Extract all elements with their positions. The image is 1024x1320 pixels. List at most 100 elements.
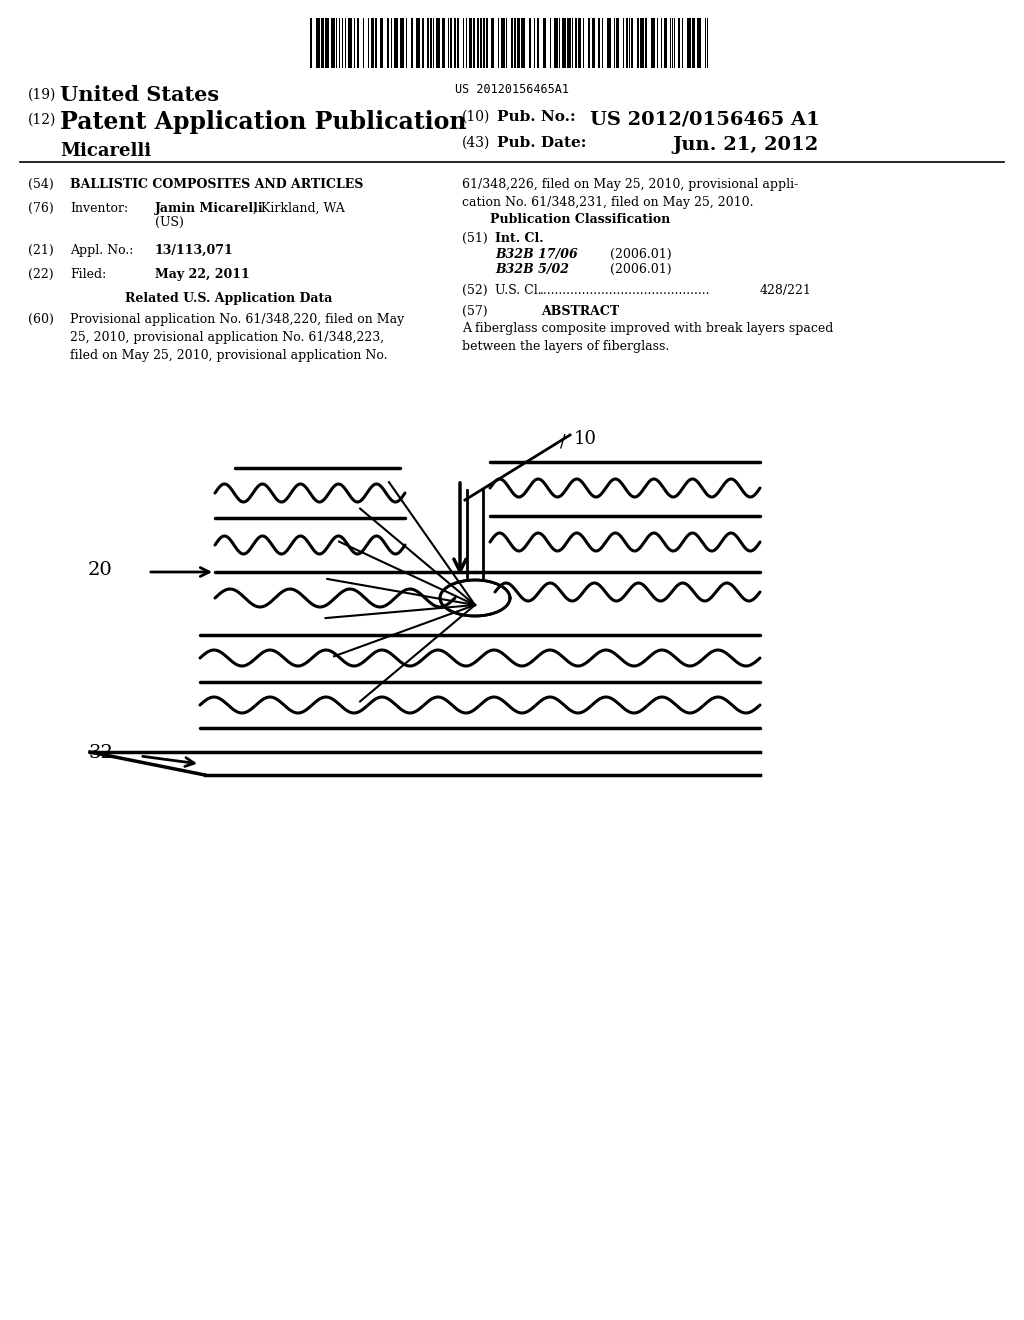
- Bar: [450, 18, 452, 69]
- Bar: [394, 18, 398, 69]
- Bar: [411, 18, 413, 69]
- Bar: [371, 18, 374, 69]
- Bar: [578, 18, 581, 69]
- Bar: [442, 18, 445, 69]
- Bar: [490, 18, 494, 69]
- Text: (21): (21): [28, 244, 53, 257]
- Text: 13/113,071: 13/113,071: [155, 244, 233, 257]
- Bar: [517, 18, 520, 69]
- Text: Jun. 21, 2012: Jun. 21, 2012: [672, 136, 818, 154]
- Text: 32: 32: [88, 744, 113, 762]
- Bar: [554, 18, 558, 69]
- Bar: [537, 18, 539, 69]
- Bar: [588, 18, 590, 69]
- Bar: [521, 18, 525, 69]
- Text: Micarelli: Micarelli: [60, 143, 152, 160]
- Text: (10): (10): [462, 110, 490, 124]
- Bar: [631, 18, 633, 69]
- Bar: [325, 18, 329, 69]
- Text: Appl. No.:: Appl. No.:: [70, 244, 133, 257]
- Bar: [316, 18, 319, 69]
- Bar: [427, 18, 429, 69]
- Text: (2006.01): (2006.01): [610, 263, 672, 276]
- Text: /: /: [560, 432, 565, 450]
- Text: Int. Cl.: Int. Cl.: [495, 232, 544, 246]
- Bar: [480, 18, 482, 69]
- Bar: [640, 18, 644, 69]
- Text: (US): (US): [155, 216, 184, 228]
- Text: US 2012/0156465 A1: US 2012/0156465 A1: [590, 110, 820, 128]
- Text: 61/348,226, filed on May 25, 2010, provisional appli-
cation No. 61/348,231, fil: 61/348,226, filed on May 25, 2010, provi…: [462, 178, 799, 209]
- Bar: [457, 18, 459, 69]
- Bar: [416, 18, 420, 69]
- Bar: [436, 18, 440, 69]
- Text: (54): (54): [28, 178, 53, 191]
- Bar: [562, 18, 566, 69]
- Bar: [697, 18, 701, 69]
- Text: (2006.01): (2006.01): [610, 248, 672, 261]
- Bar: [477, 18, 479, 69]
- Text: Filed:: Filed:: [70, 268, 106, 281]
- Text: (12): (12): [28, 114, 56, 127]
- Text: Publication Classification: Publication Classification: [489, 213, 670, 226]
- Bar: [543, 18, 546, 69]
- Bar: [331, 18, 335, 69]
- Bar: [483, 18, 485, 69]
- Bar: [678, 18, 680, 69]
- Text: B32B 5/02: B32B 5/02: [495, 263, 569, 276]
- Bar: [687, 18, 691, 69]
- Bar: [637, 18, 639, 69]
- Text: Provisional application No. 61/348,220, filed on May
25, 2010, provisional appli: Provisional application No. 61/348,220, …: [70, 313, 404, 362]
- Text: May 22, 2011: May 22, 2011: [155, 268, 250, 281]
- Text: BALLISTIC COMPOSITES AND ARTICLES: BALLISTIC COMPOSITES AND ARTICLES: [70, 178, 364, 191]
- Text: ............................................: ........................................…: [540, 284, 711, 297]
- Text: United States: United States: [60, 84, 219, 106]
- Text: Jamin Micarelli: Jamin Micarelli: [155, 202, 263, 215]
- Text: ABSTRACT: ABSTRACT: [541, 305, 620, 318]
- Bar: [607, 18, 611, 69]
- Bar: [454, 18, 456, 69]
- Bar: [626, 18, 628, 69]
- Bar: [310, 18, 312, 69]
- Bar: [473, 18, 475, 69]
- Text: 428/221: 428/221: [760, 284, 812, 297]
- Bar: [422, 18, 424, 69]
- Text: Related U.S. Application Data: Related U.S. Application Data: [125, 292, 333, 305]
- Bar: [380, 18, 383, 69]
- Text: B32B 17/06: B32B 17/06: [495, 248, 578, 261]
- Bar: [357, 18, 359, 69]
- Bar: [651, 18, 655, 69]
- Bar: [486, 18, 488, 69]
- Bar: [321, 18, 324, 69]
- Bar: [645, 18, 647, 69]
- Text: 20: 20: [88, 561, 113, 579]
- Text: Pub. Date:: Pub. Date:: [497, 136, 587, 150]
- Bar: [592, 18, 595, 69]
- Bar: [430, 18, 432, 69]
- Text: (43): (43): [462, 136, 490, 150]
- Bar: [375, 18, 377, 69]
- Text: (60): (60): [28, 313, 54, 326]
- Bar: [692, 18, 695, 69]
- Text: (51): (51): [462, 232, 487, 246]
- Text: (19): (19): [28, 88, 56, 102]
- Bar: [664, 18, 667, 69]
- Bar: [511, 18, 513, 69]
- Bar: [387, 18, 389, 69]
- Bar: [575, 18, 577, 69]
- Bar: [469, 18, 472, 69]
- Bar: [529, 18, 531, 69]
- Text: (57): (57): [462, 305, 487, 318]
- Text: Pub. No.:: Pub. No.:: [497, 110, 575, 124]
- Text: U.S. Cl.: U.S. Cl.: [495, 284, 546, 297]
- Text: (22): (22): [28, 268, 53, 281]
- Text: , Kirkland, WA: , Kirkland, WA: [253, 202, 345, 215]
- Text: (76): (76): [28, 202, 53, 215]
- Bar: [616, 18, 618, 69]
- Bar: [567, 18, 571, 69]
- Text: Patent Application Publication: Patent Application Publication: [60, 110, 467, 135]
- Bar: [514, 18, 516, 69]
- Text: 10: 10: [574, 430, 597, 447]
- Text: A fiberglass composite improved with break layers spaced
between the layers of f: A fiberglass composite improved with bre…: [462, 322, 834, 352]
- Ellipse shape: [440, 579, 510, 616]
